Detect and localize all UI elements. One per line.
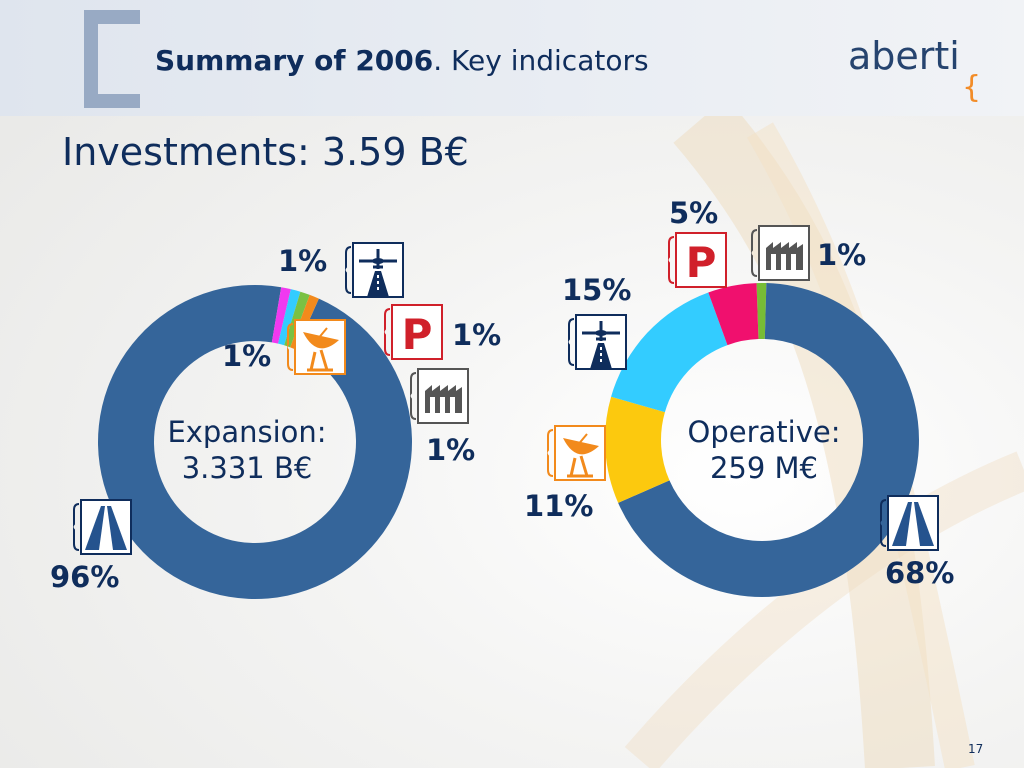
donut-slice-motorways (618, 283, 920, 597)
donut-slice-airports (611, 292, 728, 413)
airplane-runway-icon (568, 314, 627, 370)
operative-logistics-value: 1% (817, 238, 867, 272)
title-bold: Summary of 2006 (155, 44, 434, 77)
header-bar: Summary of 2006. Key indicators aberti { (0, 0, 1024, 116)
expansion-motorways-value: 96% (50, 560, 120, 594)
donut-slice-logistics (756, 283, 767, 340)
factory-icon (410, 368, 469, 424)
abertis-logo: aberti (848, 34, 960, 78)
donut-slice-telecommunications (605, 396, 670, 503)
header-bracket-decoration (84, 10, 140, 108)
expansion-airports-value: 1% (278, 244, 328, 278)
factory-icon (751, 225, 810, 281)
page-number: 17 (968, 742, 984, 756)
operative-center-value: 259 M€ (709, 451, 819, 485)
motorway-icon (880, 495, 939, 551)
expansion-center-label: Expansion: 3.331 B€ (137, 414, 357, 486)
title-rest: . Key indicators (433, 44, 649, 77)
operative-center-title: Operative: (687, 415, 841, 449)
expansion-carparks-value: 1% (452, 318, 502, 352)
operative-motorways-value: 68% (885, 556, 955, 590)
operative-carparks-value: 5% (669, 196, 719, 230)
expansion-center-title: Expansion: (167, 415, 327, 449)
donut-slice-airports (271, 287, 291, 344)
satellite-dish-icon (547, 425, 606, 481)
operative-airports-value: 15% (562, 273, 632, 307)
parking-icon: P (384, 304, 443, 360)
svg-text:P: P (686, 238, 717, 287)
investments-subtitle: Investments: 3.59 B€ (62, 130, 469, 174)
parking-icon: P (668, 232, 727, 288)
expansion-telecom-value: 1% (222, 339, 272, 373)
expansion-logistics-value: 1% (426, 433, 476, 467)
airplane-runway-icon (345, 242, 404, 298)
page-title: Summary of 2006. Key indicators (155, 44, 649, 77)
donut-slice-car-parks (708, 283, 759, 346)
expansion-center-value: 3.331 B€ (181, 451, 313, 485)
operative-donut (605, 283, 920, 597)
operative-telecom-value: 11% (524, 489, 594, 523)
motorway-icon (73, 499, 132, 555)
donut-slice-car-parks (278, 289, 301, 346)
abertis-logo-swirl: { (962, 70, 982, 105)
svg-text:P: P (402, 310, 433, 359)
operative-center-label: Operative: 259 M€ (654, 414, 874, 486)
satellite-dish-icon (287, 319, 346, 375)
